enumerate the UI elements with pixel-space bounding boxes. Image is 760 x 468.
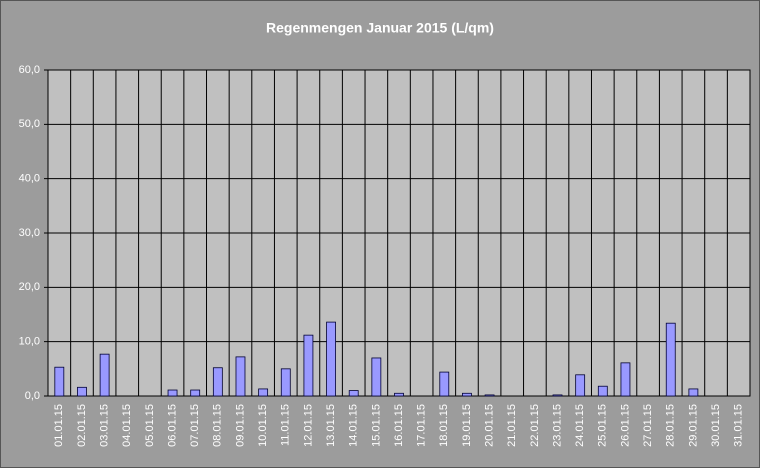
x-tick-label: 10.01.15 [257,404,269,447]
bar [190,389,201,397]
y-tick-label: 60,0 [19,64,40,76]
bar [258,388,269,397]
x-tick-label: 11.01.15 [280,404,292,446]
bar [371,357,382,397]
bar [688,388,699,397]
bar [665,322,676,397]
x-tick-label: 19.01.15 [461,404,473,447]
bar [394,392,404,397]
bar [348,390,359,397]
x-tick-label: 06.01.15 [166,404,178,447]
bar [212,367,223,397]
x-tick-label: 21.01.15 [506,404,518,447]
bar [597,385,608,397]
x-tick-label: 03.01.15 [99,404,111,447]
bar [167,389,178,397]
x-tick-label: 25.01.15 [597,404,609,447]
bar [326,321,336,397]
x-tick-label: 07.01.15 [189,404,201,447]
bar [235,356,246,397]
chart-title: Regenmengen Januar 2015 (L/qm) [266,20,494,36]
bar [99,353,110,397]
x-tick-label: 20.01.15 [483,404,495,447]
x-tick-label: 30.01.15 [710,404,722,447]
x-tick-label: 01.01.15 [53,404,65,447]
y-tick-label: 0,0 [25,390,40,402]
x-tick-label: 09.01.15 [234,404,246,447]
bar [280,368,291,397]
x-tick-label: 28.01.15 [665,404,677,447]
x-tick-label: 29.01.15 [687,404,699,447]
bar [54,366,65,397]
x-tick-label: 15.01.15 [370,404,382,447]
bar [77,386,87,397]
x-tick-label: 23.01.15 [551,404,563,447]
x-tick-label: 18.01.15 [438,404,450,447]
x-tick-label: 16.01.15 [393,404,405,447]
x-tick-label: 04.01.15 [121,404,133,447]
y-tick-label: 20,0 [19,281,40,293]
x-tick-label: 24.01.15 [574,404,586,447]
x-tick-label: 14.01.15 [348,404,360,447]
x-tick-label: 17.01.15 [416,404,428,447]
x-tick-label: 27.01.15 [642,404,654,447]
y-tick-label: 50,0 [19,118,40,130]
x-tick-label: 26.01.15 [619,404,631,447]
bar [439,371,450,397]
bar [303,334,314,397]
x-tick-label: 08.01.15 [212,404,224,447]
bar [620,362,631,397]
x-tick-label: 02.01.15 [76,404,88,447]
bar [552,394,563,397]
y-tick-label: 40,0 [19,173,40,185]
y-tick-label: 30,0 [19,227,40,239]
x-tick-label: 12.01.15 [302,404,314,447]
x-tick-label: 13.01.15 [325,404,337,447]
x-tick-label: 22.01.15 [529,404,541,447]
bar [575,374,586,397]
bar [484,394,495,397]
bar [462,392,472,397]
x-tick-label: 31.01.15 [733,404,745,447]
x-tick-label: 05.01.15 [144,404,156,447]
y-tick-label: 10,0 [19,336,40,348]
